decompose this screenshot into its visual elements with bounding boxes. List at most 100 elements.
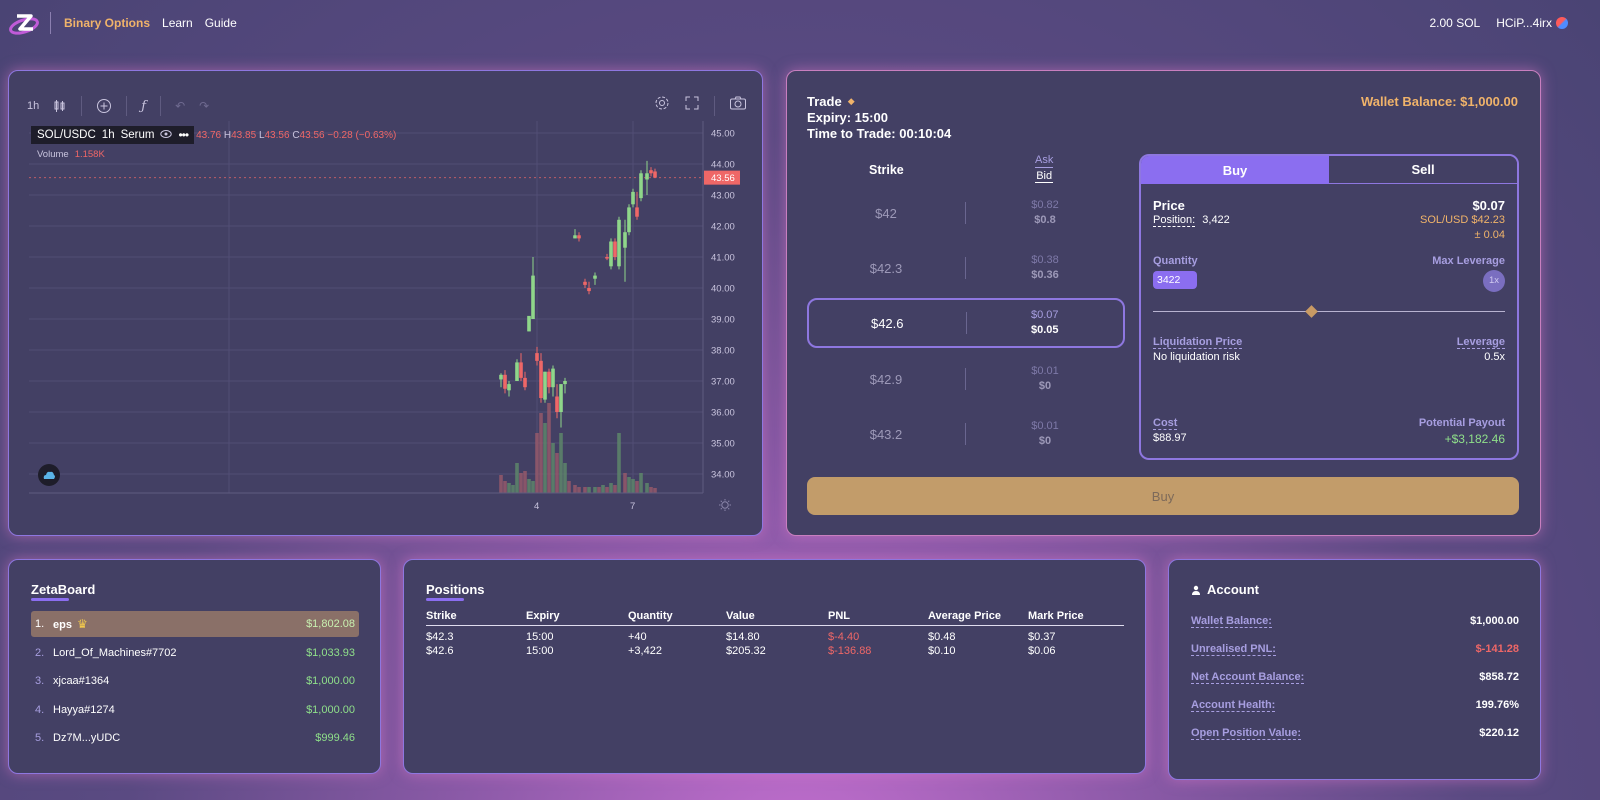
- liquidation-price-label: Liquidation Price: [1153, 336, 1243, 349]
- volume-bar: [587, 487, 591, 493]
- axis-settings-icon[interactable]: [719, 499, 731, 511]
- account-row-label[interactable]: Net Account Balance:: [1191, 671, 1305, 684]
- wallet-address-button[interactable]: HCiP...4irx: [1496, 16, 1568, 30]
- positions-cell: $0.48: [928, 631, 956, 643]
- positions-body: $42.3 15:00 +40 $14.80 $-4.40 $0.48 $0.37 $42.6…: [426, 630, 1124, 658]
- positions-cell: 15:00: [526, 631, 554, 643]
- account-row-label[interactable]: Open Position Value:: [1191, 727, 1302, 740]
- spot-price: SOL/USD $42.23 ± 0.04: [1420, 213, 1505, 243]
- strike-row[interactable]: $42.9 $0.01 $0: [807, 354, 1125, 404]
- visibility-eye-icon[interactable]: [160, 129, 173, 142]
- snapshot-camera-icon[interactable]: [729, 95, 747, 116]
- account-row-label[interactable]: Wallet Balance:: [1191, 615, 1272, 628]
- symbol-label: SOL/USDC: [37, 129, 96, 141]
- volume-bar: [613, 485, 617, 493]
- strike-row[interactable]: $42.6 $0.07 $0.05: [807, 298, 1125, 348]
- expiry-label: Expiry: 15:00: [807, 110, 888, 125]
- undo-icon[interactable]: ↶: [175, 99, 186, 113]
- account-row-value: $1,000.00: [1470, 615, 1519, 627]
- account-row: Net Account Balance: $858.72: [1191, 671, 1519, 684]
- strike-row[interactable]: $43.2 $0.01 $0: [807, 409, 1125, 459]
- strike-row[interactable]: $42 $0.82 $0.8: [807, 188, 1125, 238]
- table-row[interactable]: $42.3 15:00 +40 $14.80 $-4.40 $0.48 $0.37: [426, 630, 1124, 644]
- volume-bar: [601, 485, 605, 493]
- positions-cell: 15:00: [526, 645, 554, 657]
- leaderboard-row[interactable]: 2. Lord_Of_Machines#7702 $1,033.93: [31, 640, 359, 666]
- quantity-slider-track[interactable]: [1153, 311, 1505, 312]
- volume-bar: [539, 413, 543, 493]
- nav-links: Binary Options Learn Guide: [64, 16, 237, 30]
- candle-type-icon[interactable]: [53, 99, 67, 113]
- quantity-slider-thumb[interactable]: [1305, 305, 1319, 318]
- candle-body: [635, 207, 639, 217]
- account-row-label[interactable]: Account Health:: [1191, 699, 1276, 712]
- candle-body: [539, 360, 543, 399]
- time-to-trade: Time to Trade: 00:10:04: [807, 126, 952, 141]
- leaderboard-name: Hayya#1274: [53, 703, 115, 716]
- tradingview-logo-icon[interactable]: [38, 464, 60, 486]
- leaderboard-row[interactable]: 1. eps ♛ $1,802.08: [31, 611, 359, 637]
- potential-payout-value: +$3,182.46: [1444, 432, 1505, 446]
- ask-bid-header: Ask Bid: [1035, 154, 1054, 183]
- account-row-label[interactable]: Unrealised PNL:: [1191, 643, 1276, 656]
- bid-value: $0: [1038, 435, 1052, 447]
- leaderboard-row[interactable]: 3. xjcaa#1364 $1,000.00: [31, 668, 359, 694]
- max-leverage-badge[interactable]: 1x: [1483, 270, 1505, 292]
- leaderboard-amount: $1,000.00: [306, 675, 355, 687]
- strike-row[interactable]: $42.3 $0.38 $0.36: [807, 243, 1125, 293]
- quantity-input[interactable]: 3422: [1153, 271, 1197, 289]
- account-row-value: 199.76%: [1475, 699, 1519, 711]
- symbol-box[interactable]: SOL/USDC 1h Serum •••: [31, 126, 195, 144]
- volume-bars: [499, 403, 657, 493]
- add-indicator-icon[interactable]: [96, 98, 112, 114]
- ask-bid-values: $0.01 $0: [966, 419, 1124, 449]
- price-tick-label: 43.00: [711, 191, 735, 202]
- nav-learn[interactable]: Learn: [162, 16, 193, 30]
- ask-bid-values: $0.01 $0: [966, 364, 1124, 394]
- nav-binary-options[interactable]: Binary Options: [64, 16, 151, 30]
- volume-legend: Volume 1.158K: [37, 149, 105, 160]
- zeta-logo-icon[interactable]: [8, 10, 40, 36]
- positions-header-cell: Mark Price: [1028, 609, 1084, 622]
- tab-sell[interactable]: Sell: [1329, 156, 1517, 184]
- last-price-label: 43.56: [711, 173, 735, 184]
- interval-button[interactable]: 1h: [27, 100, 40, 112]
- plot-area: [29, 121, 703, 493]
- trade-panel: Trade ◆ Expiry: 15:00 Time to Trade: 00:1…: [786, 70, 1541, 536]
- candle-body: [559, 384, 563, 412]
- trade-header: Trade ◆ Expiry: 15:00 Time to Trade: 00:1…: [807, 93, 951, 142]
- exchange-label: Serum: [120, 129, 155, 141]
- leaderboard-name-cell: xjcaa#1364: [53, 675, 306, 687]
- leaderboard-row[interactable]: 5. Dz7M...yUDC $999.46: [31, 725, 359, 751]
- account-row: Unrealised PNL: $-141.28: [1191, 643, 1519, 656]
- settings-gear-icon[interactable]: [654, 95, 670, 116]
- tab-buy[interactable]: Buy: [1141, 156, 1329, 184]
- leaderboard-row[interactable]: 4. Hayya#1274 $1,000.00: [31, 697, 359, 723]
- nav-guide[interactable]: Guide: [204, 16, 237, 30]
- ask-header: Ask: [1035, 154, 1054, 168]
- ohlc-high: 43.85: [231, 129, 257, 141]
- chart-grid: [29, 121, 703, 493]
- strike-header: Strike: [869, 163, 904, 177]
- candle-body: [543, 371, 547, 400]
- price-tick-label: 34.00: [711, 470, 735, 481]
- spot-price-range: ± 0.04: [1474, 229, 1505, 241]
- ohlc-open: 43.76: [196, 129, 222, 141]
- toolbar-divider: [160, 96, 162, 116]
- quantity-label: Quantity: [1153, 255, 1198, 267]
- account-row: Open Position Value: $220.12: [1191, 727, 1519, 740]
- fullscreen-icon[interactable]: [684, 95, 700, 116]
- candle-body: [555, 396, 559, 412]
- price-chart[interactable]: 45.00 44.00 43.00 42.00 41.00 40.00 39.00 38.00…: [29, 121, 751, 521]
- volume-bar: [563, 463, 567, 493]
- leaderboard-amount: $1,033.93: [306, 646, 355, 659]
- indicators-fx-icon[interactable]: ƒ: [141, 98, 147, 114]
- table-row[interactable]: $42.6 15:00 +3,422 $205.32 $-136.88 $0.10 $0.0…: [426, 644, 1124, 658]
- wallet-address: HCiP...4irx: [1496, 16, 1552, 30]
- strike-value: $42.9: [869, 371, 903, 387]
- redo-icon[interactable]: ↷: [199, 99, 210, 113]
- buy-button[interactable]: Buy: [807, 477, 1519, 515]
- strike-divider: [965, 423, 966, 445]
- ohlc-values: 43.76 H43.85 L43.56 C43.56 −0.28 (−0.63%…: [196, 130, 396, 141]
- more-options-icon[interactable]: •••: [178, 128, 189, 142]
